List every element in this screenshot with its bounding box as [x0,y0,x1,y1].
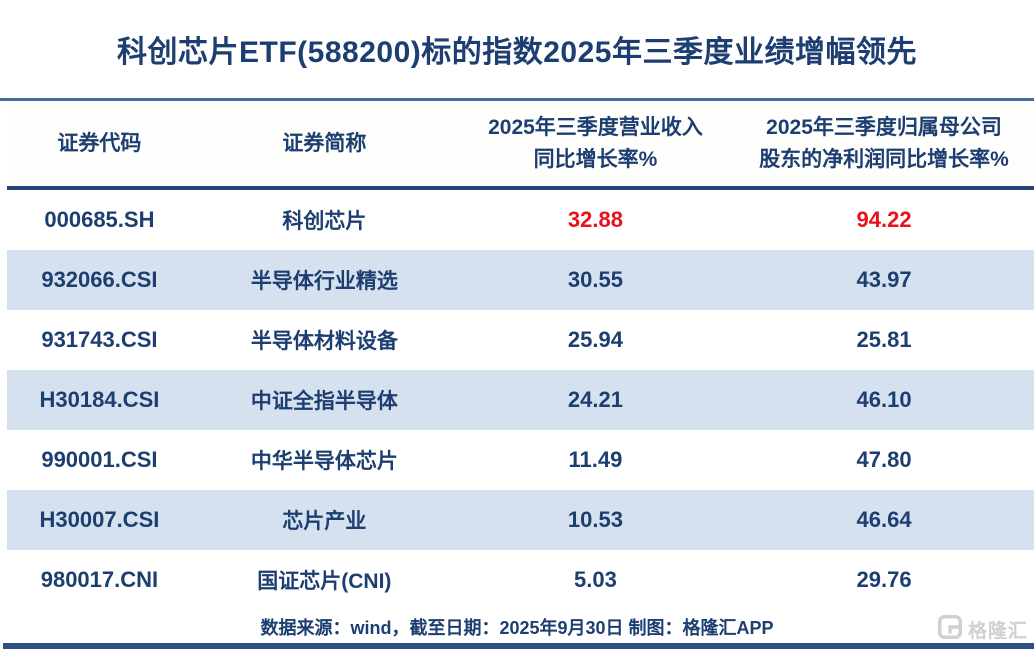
table-row: 990001.CSI 中华半导体芯片 11.49 47.80 [7,430,1034,490]
cell-code: H30007.CSI [39,507,160,532]
column-header-label-line2: 同比增长率% [533,147,658,171]
cell-revenue-growth: 11.49 [568,447,623,472]
cell-name: 芯片产业 [282,510,367,533]
table-row: 000685.SH 科创芯片 32.88 94.22 [7,190,1034,250]
cell-profit-growth: 46.10 [856,387,912,412]
cell-profit-growth: 94.22 [856,207,912,232]
column-header-label: 证券简称 [282,131,367,155]
cell-name: 中华半导体芯片 [250,450,398,473]
gelonghui-brand-text: 格隆汇 [967,621,1028,642]
cell-name: 国证芯片(CNI) [257,570,392,593]
column-header-code: 证券代码 [7,101,192,186]
cell-revenue-growth: 32.88 [567,207,623,232]
gelonghui-watermark: 格隆汇 [937,614,1028,645]
cell-revenue-growth: 25.94 [567,327,623,352]
column-header-name: 证券简称 [192,101,457,186]
cell-code: H30184.CSI [39,387,160,412]
table-row: H30007.CSI 芯片产业 10.53 46.64 [7,490,1034,550]
column-header-label-line2: 股东的净利润同比增长率% [759,147,1009,171]
cell-code: 990001.CSI [41,447,158,472]
cell-profit-growth: 43.97 [856,267,912,292]
column-header-label: 证券代码 [57,131,142,155]
cell-revenue-growth: 10.53 [567,507,623,532]
title-band: 科创芯片ETF(588200)标的指数2025年三季度业绩增幅领先 [0,0,1034,101]
bottom-accent-bar [3,643,1034,649]
column-header-label-line1: 2025年三季度归属母公司 [766,115,1002,139]
cell-name: 科创芯片 [282,210,367,233]
table-header-row: 证券代码 证券简称 2025年三季度营业收入 同比增长率% 2025年三季度归属… [7,101,1034,190]
cell-name: 中证全指半导体 [250,390,398,413]
cell-profit-growth: 46.64 [856,507,912,532]
cell-profit-growth: 25.81 [856,327,912,352]
page-title: 科创芯片ETF(588200)标的指数2025年三季度业绩增幅领先 [117,36,917,69]
cell-code: 980017.CNI [40,567,159,592]
column-header-revenue-growth: 2025年三季度营业收入 同比增长率% [457,101,734,186]
cell-code: 931743.CSI [41,327,158,352]
column-header-label-line1: 2025年三季度营业收入 [488,115,703,139]
cell-code: 932066.CSI [41,267,158,292]
footer-band: 数据来源：wind，截至日期：2025年9月30日 制图：格隆汇APP [0,610,1034,643]
cell-name: 半导体材料设备 [250,330,398,353]
column-header-profit-growth: 2025年三季度归属母公司 股东的净利润同比增长率% [734,101,1034,186]
index-performance-table: 证券代码 证券简称 2025年三季度营业收入 同比增长率% 2025年三季度归属… [7,101,1034,610]
table-row: 932066.CSI 半导体行业精选 30.55 43.97 [7,250,1034,310]
cell-revenue-growth: 30.55 [567,267,623,292]
table-row: 931743.CSI 半导体材料设备 25.94 25.81 [7,310,1034,370]
cell-code: 000685.SH [44,207,155,232]
table-row: H30184.CSI 中证全指半导体 24.21 46.10 [7,370,1034,430]
cell-revenue-growth: 24.21 [567,387,623,412]
cell-profit-growth: 47.80 [856,447,912,472]
cell-name: 半导体行业精选 [250,270,398,293]
cell-revenue-growth: 5.03 [574,567,617,592]
table-row: 980017.CNI 国证芯片(CNI) 5.03 29.76 [7,550,1034,610]
cell-profit-growth: 29.76 [856,567,912,592]
data-source-note: 数据来源：wind，截至日期：2025年9月30日 制图：格隆汇APP [260,617,774,638]
gelonghui-logo-icon [937,614,963,645]
